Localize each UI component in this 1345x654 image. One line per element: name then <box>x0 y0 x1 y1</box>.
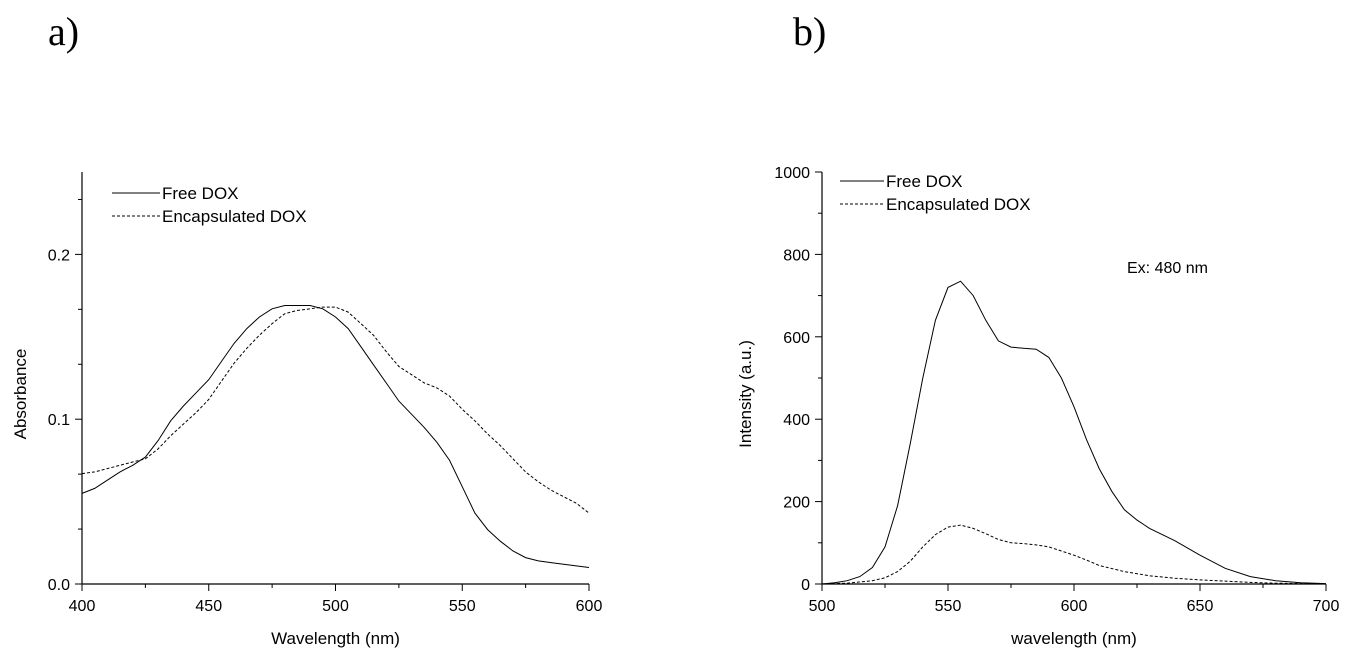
panel-b-y-tick-label: 800 <box>783 247 810 264</box>
panel-a-x-axis-title: Wavelength (nm) <box>271 629 400 648</box>
panel-b-x-tick-label: 600 <box>1061 598 1088 615</box>
panel-a-legend-label: Encapsulated DOX <box>162 207 307 226</box>
panel-a-x-tick-label: 550 <box>449 598 476 615</box>
panel-b-x-tick-label: 550 <box>935 598 962 615</box>
panel-a-y-tick-label: 0.0 <box>48 577 70 594</box>
panel-b-y-tick-label: 200 <box>783 495 810 512</box>
panel-a-series-encapsulated-dox-line <box>81 306 590 514</box>
panel-a-label: a) <box>48 9 80 54</box>
panel-b-series-encapsulated-dox-line <box>821 524 1327 585</box>
panel-b-y-tick-label: 600 <box>783 330 810 347</box>
panel-b-x-axis-title: wavelength (nm) <box>1010 629 1137 648</box>
panel-a-x-tick-label: 500 <box>322 598 349 615</box>
panel-a-series-free-dox-line <box>81 305 590 568</box>
panel-b-label: b) <box>793 9 827 54</box>
panel-a-y-axis-title: Absorbance <box>11 349 30 440</box>
panel-a-x-tick-label: 400 <box>69 598 96 615</box>
panel-b-y-axis-title: Intensity (a.u.) <box>736 340 755 448</box>
panel-a-y-tick-label: 0.1 <box>48 412 70 429</box>
panel-b-series-free-dox-line <box>821 280 1327 585</box>
panel-b-y-tick-label: 400 <box>783 412 810 429</box>
panel-b-y-tick-label: 0 <box>801 577 810 594</box>
panel-a-y-tick-label: 0.2 <box>48 247 70 264</box>
panel-b-y-tick-label: 1000 <box>774 165 810 182</box>
panel-a-legend-label: Free DOX <box>162 184 239 203</box>
panel-b-legend-label: Free DOX <box>886 172 963 191</box>
panel-b-x-tick-label: 700 <box>1313 598 1340 615</box>
panel-b-annotation: Ex: 480 nm <box>1127 260 1208 277</box>
panel-b-x-tick-label: 500 <box>809 598 836 615</box>
panel-a-x-tick-label: 600 <box>576 598 603 615</box>
panel-b-legend-label: Encapsulated DOX <box>886 195 1031 214</box>
panel-b-x-tick-label: 650 <box>1187 598 1214 615</box>
panel-a-x-tick-label: 450 <box>195 598 222 615</box>
